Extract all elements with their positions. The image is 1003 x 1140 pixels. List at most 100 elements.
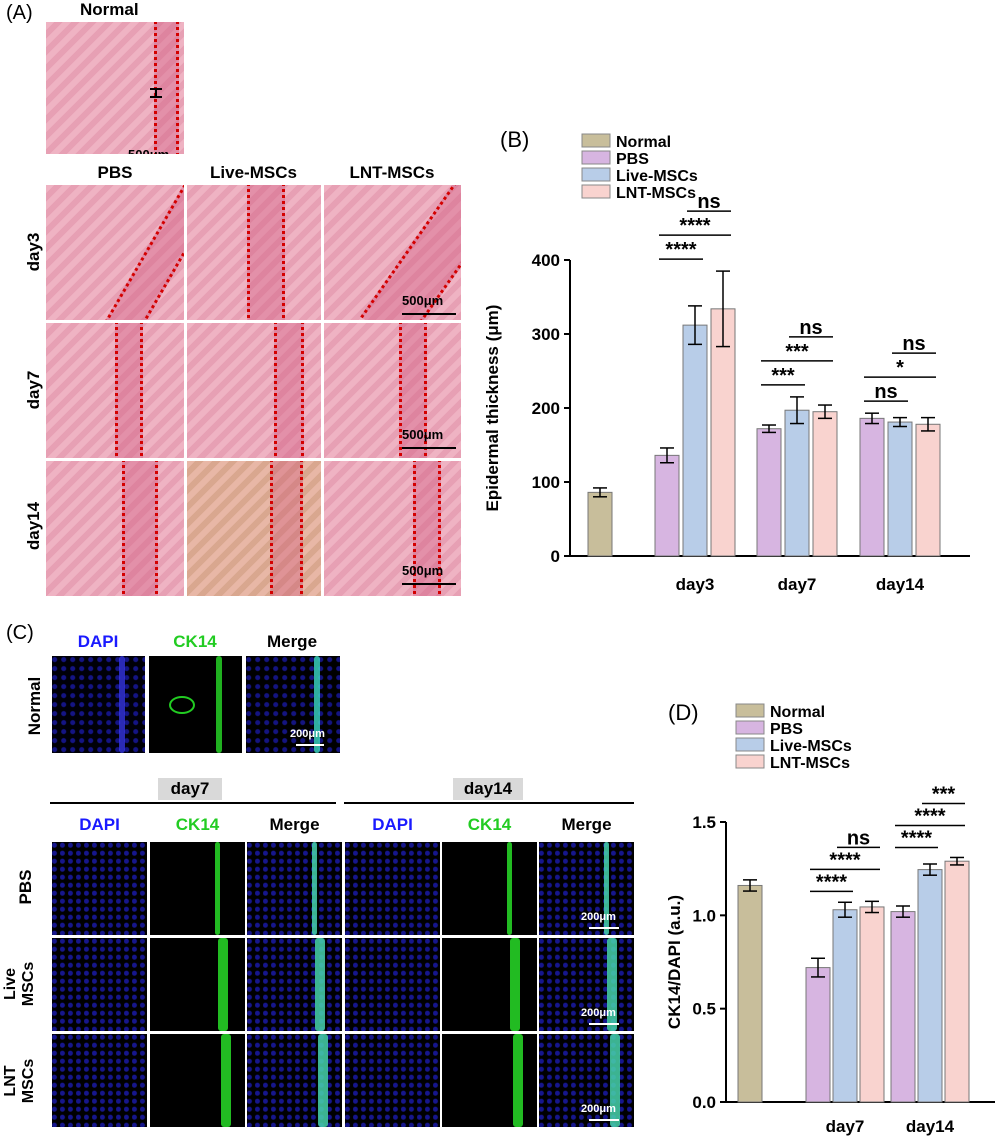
channel-header-dapi: DAPI [372, 815, 413, 834]
he-image-live-day14 [187, 461, 321, 596]
y-tick-label: 400 [532, 251, 560, 270]
bar [890, 911, 916, 1103]
legend-swatch [735, 737, 765, 752]
channel-header-merge: Merge [266, 632, 318, 651]
channel-header-ck14: CK14 [467, 815, 512, 834]
y-tick-label: 0 [551, 547, 560, 566]
channel-header-merge: Merge [269, 815, 320, 834]
panel-b-label: (B) [500, 127, 530, 152]
bar [587, 491, 613, 557]
panel-c-label: (C) [6, 622, 34, 644]
bar [654, 454, 680, 557]
row-header-day7: day7 [24, 370, 43, 410]
channel-header-ck14: CK14 [175, 815, 220, 834]
legend-label: Live-MSCs [770, 738, 852, 755]
row-header-pbs: PBS [16, 869, 35, 905]
row-header-day14: day14 [24, 501, 43, 551]
y-tick-label: 0.5 [692, 1000, 716, 1019]
row-header-day3: day3 [24, 232, 43, 272]
bar [859, 417, 885, 557]
bar [805, 967, 831, 1103]
if-image-normal-dapi [52, 656, 145, 753]
normal-title: Normal [80, 0, 139, 19]
bar [859, 906, 885, 1103]
legend-swatch [581, 133, 611, 148]
scale-bar-label: 500μm [402, 427, 444, 442]
if-image-pbs-day7-ck14 [150, 842, 245, 935]
bar [944, 860, 970, 1103]
if-image-lnt-day14-merge: 200μm [539, 1034, 634, 1127]
scale-bar-label: 500μm [402, 293, 444, 308]
legend-label: Normal [770, 704, 825, 721]
row-header-live-mscs: Live MSCs [2, 949, 52, 1019]
if-image-live-day7-merge [247, 938, 342, 1031]
significance-label: **** [679, 215, 710, 237]
he-image-normal: 500μm [46, 22, 184, 154]
legend-label: Live-MSCs [616, 168, 698, 185]
x-tick-label: day7 [778, 575, 817, 594]
if-image-lnt-day14-dapi [345, 1034, 440, 1127]
legend-swatch [581, 150, 611, 165]
legend-swatch [581, 167, 611, 182]
legend-label: Normal [616, 134, 671, 151]
significance-label: ns [799, 317, 822, 339]
row-header-line1: LNT [2, 1065, 19, 1097]
he-image-live-day3 [187, 185, 321, 320]
group-header-day14: day14 [453, 778, 523, 800]
scale-bar-label: 200μm [581, 911, 616, 923]
y-tick-label: 200 [532, 399, 560, 418]
x-tick-label: day14 [876, 575, 925, 594]
row-header-line1: Live [2, 968, 19, 1001]
scale-bar-label: 200μm [581, 1007, 616, 1019]
channel-header-ck14: CK14 [173, 632, 217, 651]
if-image-pbs-day7-dapi [52, 842, 147, 935]
scale-bar-label: 500μm [402, 563, 444, 578]
legend-label: LNT-MSCs [770, 755, 850, 772]
bar [915, 423, 941, 557]
significance-label: ns [874, 381, 897, 403]
significance-label: *** [771, 365, 795, 387]
significance-label: **** [914, 805, 945, 827]
if-image-live-day14-dapi [345, 938, 440, 1031]
x-tick-label: day14 [906, 1117, 955, 1136]
row-header-lnt-mscs: LNT MSCs [2, 1046, 52, 1116]
bar [812, 411, 838, 557]
he-image-lnt-day14: 500μm [324, 461, 461, 596]
y-tick-label: 300 [532, 325, 560, 344]
y-tick-label: 1.5 [692, 813, 716, 832]
col-header-pbs: PBS [97, 163, 133, 182]
significance-label: ns [902, 333, 925, 355]
he-image-pbs-day3 [46, 185, 184, 320]
significance-label: **** [901, 827, 932, 849]
legend-swatch [735, 720, 765, 735]
bar [832, 909, 858, 1103]
significance-label: **** [829, 849, 860, 871]
col-header-lnt-mscs: LNT-MSCs [349, 163, 435, 182]
group-divider-day7 [50, 802, 336, 804]
significance-label: *** [785, 341, 809, 363]
row-header-normal: Normal [25, 676, 44, 736]
bar [784, 409, 810, 557]
panel-d-label: (D) [668, 700, 699, 725]
significance-label: * [896, 357, 904, 379]
channel-header-dapi: DAPI [77, 632, 119, 651]
significance-label: **** [665, 239, 696, 261]
significance-label: ns [697, 191, 720, 213]
if-image-lnt-day7-dapi [52, 1034, 147, 1127]
legend-swatch [735, 754, 765, 769]
bar [756, 428, 782, 557]
if-image-lnt-day7-merge [247, 1034, 342, 1127]
panel-a-label: (A) [6, 2, 33, 24]
significance-label: *** [932, 783, 956, 805]
he-image-lnt-day7: 500μm [324, 323, 461, 458]
row-header-line2: MSCs [20, 961, 37, 1007]
he-image-lnt-day3: 500μm [324, 185, 461, 320]
if-image-pbs-day14-dapi [345, 842, 440, 935]
legend-label: LNT-MSCs [616, 185, 696, 202]
if-image-lnt-day14-ck14 [442, 1034, 537, 1127]
y-tick-label: 0.0 [692, 1093, 716, 1112]
y-tick-label: 100 [532, 473, 560, 492]
if-image-pbs-day14-ck14 [442, 842, 537, 935]
bar [917, 869, 943, 1103]
legend-swatch [581, 184, 611, 199]
